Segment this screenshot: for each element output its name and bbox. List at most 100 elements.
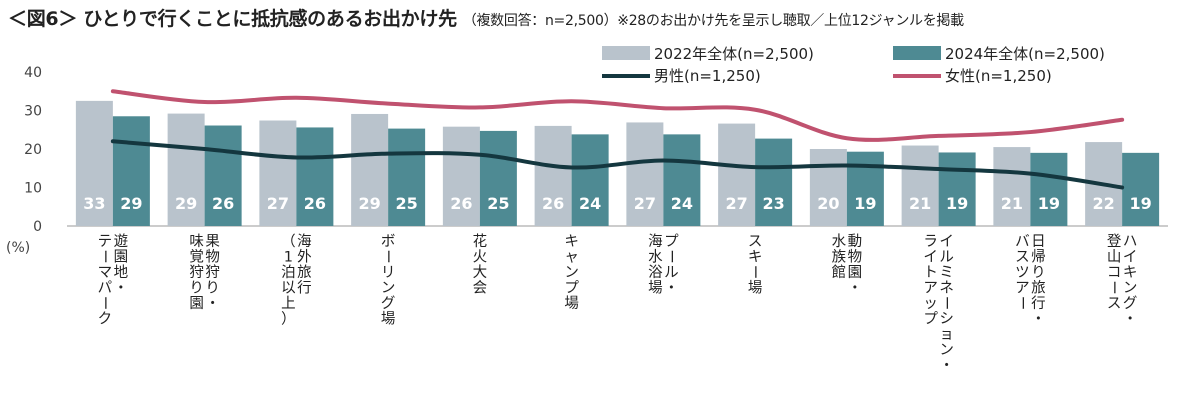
bar-value-label: 26 xyxy=(450,194,472,213)
chart-title: ＜図6＞ ひとりで行くことに抵抗感のあるお出かけ先 xyxy=(8,8,457,30)
category-label-char: ・ xyxy=(664,281,679,297)
category-label-char: ッ xyxy=(923,296,938,312)
bar-2022 xyxy=(809,149,847,226)
bar-value-label: 24 xyxy=(579,194,601,213)
category-label-char: 動 xyxy=(848,233,863,250)
category-label-char: キ xyxy=(1123,265,1138,281)
bar-2022 xyxy=(167,113,205,226)
category-label-char: り xyxy=(205,281,220,297)
category-label-char: 登 xyxy=(1107,233,1122,250)
x-axis-labels: 遊園地・テーマパーク果物狩り・味覚狩り園海外旅行（1泊以上）ボーリング場花火大会… xyxy=(96,233,1138,374)
category-label-char: （ xyxy=(281,233,296,250)
bar-value-label: 19 xyxy=(1129,194,1151,213)
y-tick-label: 40 xyxy=(24,65,42,81)
category-label-char: ー xyxy=(96,249,112,264)
category-label-char: 果 xyxy=(205,234,220,250)
category-label-char: イ xyxy=(939,234,954,250)
category-label-char: 大 xyxy=(473,264,488,281)
bar-2022 xyxy=(259,120,297,226)
bar-value-label: 21 xyxy=(1001,194,1023,213)
category-label-char: ク xyxy=(98,311,113,328)
bar-value-label: 26 xyxy=(212,194,234,213)
category-label-char: プ xyxy=(664,233,679,250)
category-label-char: 遊 xyxy=(114,233,129,250)
category-label-char: 場 xyxy=(648,280,663,297)
category-label-char: 園 xyxy=(848,265,863,281)
category-label-char: ツ xyxy=(1015,265,1030,281)
bar-2022 xyxy=(442,126,480,226)
bar-value-label: 29 xyxy=(175,194,197,213)
bar-2024 xyxy=(846,151,884,226)
legend-label-female: 女性(n=1,250) xyxy=(945,67,1052,85)
category-label-char: ン xyxy=(564,265,579,281)
category-label-char: ー xyxy=(1105,280,1121,295)
category-label-char: 狩 xyxy=(205,264,220,281)
line-female xyxy=(110,89,1125,142)
category-label-char: ・ xyxy=(848,281,863,297)
category-label-char: イ xyxy=(923,250,938,266)
category-label-char: バ xyxy=(1015,234,1030,250)
bar-2024 xyxy=(1122,152,1160,226)
category-label-char: 水 xyxy=(832,233,847,250)
category-label-char: 園 xyxy=(114,250,129,266)
category-label-char: 物 xyxy=(205,249,220,266)
bar-2022 xyxy=(626,122,664,226)
bar-2024 xyxy=(204,125,242,226)
bar-value-label: 29 xyxy=(358,194,380,213)
y-axis: 0 10 20 30 40 (%) xyxy=(6,65,1168,256)
category-label-char: ー xyxy=(938,296,954,311)
bar-2022 xyxy=(718,123,756,226)
category-label-char: ・ xyxy=(114,281,129,297)
bar-value-label: 26 xyxy=(304,194,326,213)
category-label-char: り xyxy=(189,281,204,297)
bar-2024 xyxy=(1030,152,1068,226)
category-label-char: ル xyxy=(939,250,954,266)
category-label-char: 場 xyxy=(381,311,396,328)
category-label-char: ン xyxy=(381,281,396,297)
bar-2024 xyxy=(571,134,609,226)
bar-2024 xyxy=(112,116,150,226)
category-label-char: グ xyxy=(1123,295,1138,312)
bar-value-label: 27 xyxy=(725,194,747,213)
bar-value-label: 22 xyxy=(1092,194,1114,213)
category-label-char: ト xyxy=(923,265,938,281)
category-label-char: ） xyxy=(281,311,296,328)
y-tick-label: 10 xyxy=(24,181,42,197)
bar-value-label: 19 xyxy=(946,194,968,213)
category-label-char: マ xyxy=(98,265,113,281)
category-label-char: ル xyxy=(664,265,679,281)
legend-swatch-2024 xyxy=(893,46,941,60)
category-label-char: ャ xyxy=(564,250,579,266)
bar-2022 xyxy=(351,113,389,226)
bar-value-label: 19 xyxy=(854,194,876,213)
category-label-char: 場 xyxy=(748,280,763,297)
lines xyxy=(110,89,1125,190)
bar-2024 xyxy=(479,130,517,226)
bar-value-label: 27 xyxy=(267,194,289,213)
category-label-char: 以 xyxy=(281,281,296,297)
category-label-char: り xyxy=(1031,265,1046,281)
category-label-char: パ xyxy=(98,280,113,297)
category-label-char: 旅 xyxy=(297,264,312,281)
category-label-char: 行 xyxy=(297,280,312,297)
legend-swatch-2022 xyxy=(602,46,650,60)
category-label-char: 泊 xyxy=(281,264,296,281)
legend: 2022年全体(n=2,500) 2024年全体(n=2,500) 男性(n=1… xyxy=(602,45,1105,85)
bar-2024 xyxy=(938,152,976,226)
category-label-char: 帰 xyxy=(1031,248,1046,266)
category-label-char: 日 xyxy=(1031,234,1046,250)
category-label-char: 族 xyxy=(832,249,847,266)
category-label-char: ー xyxy=(662,249,678,264)
category-label-char: 上 xyxy=(281,295,296,312)
category-label-char: ア xyxy=(1015,281,1030,297)
category-label-char: 園 xyxy=(189,296,204,312)
category-label-char: ー xyxy=(379,249,395,264)
category-label-char: シ xyxy=(939,312,954,328)
category-label-char: ネ xyxy=(939,280,954,297)
category-label-char: 場 xyxy=(564,295,579,312)
bar-value-label: 27 xyxy=(634,194,656,213)
category-label-char: プ xyxy=(923,311,938,328)
bar-value-label: 21 xyxy=(909,194,931,213)
category-label-char: ア xyxy=(923,281,938,297)
